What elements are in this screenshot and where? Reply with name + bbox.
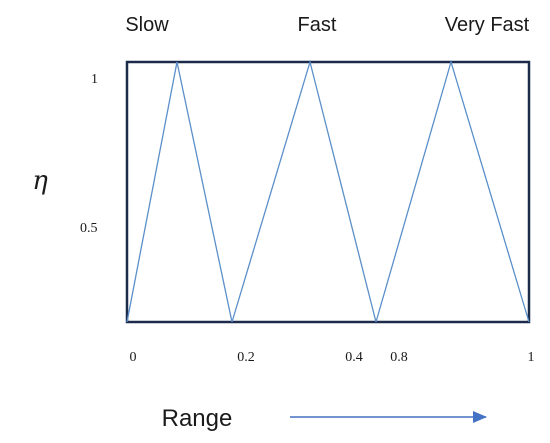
x-tick-label-0: 0	[130, 350, 137, 365]
triangle-fast	[231, 59, 377, 323]
triangle-very-fast	[375, 59, 530, 323]
y-tick-label-1: 1	[91, 72, 98, 87]
y-tick-label-0-5: 0.5	[80, 221, 98, 236]
y-axis-label: η	[32, 166, 48, 196]
x-tick-label-1: 1	[528, 350, 535, 365]
triangle-slow	[126, 61, 233, 323]
top-label-very-fast: Very Fast	[445, 14, 530, 36]
x-tick-label-0-2: 0.2	[237, 350, 255, 365]
plot-frame	[125, 60, 531, 324]
x-axis-title: Range	[162, 405, 233, 432]
x-tick-label-0-4: 0.4	[345, 350, 363, 365]
top-label-slow: Slow	[125, 14, 169, 36]
x-tick-label-0-8: 0.8	[390, 350, 408, 365]
top-label-fast: Fast	[298, 14, 337, 36]
